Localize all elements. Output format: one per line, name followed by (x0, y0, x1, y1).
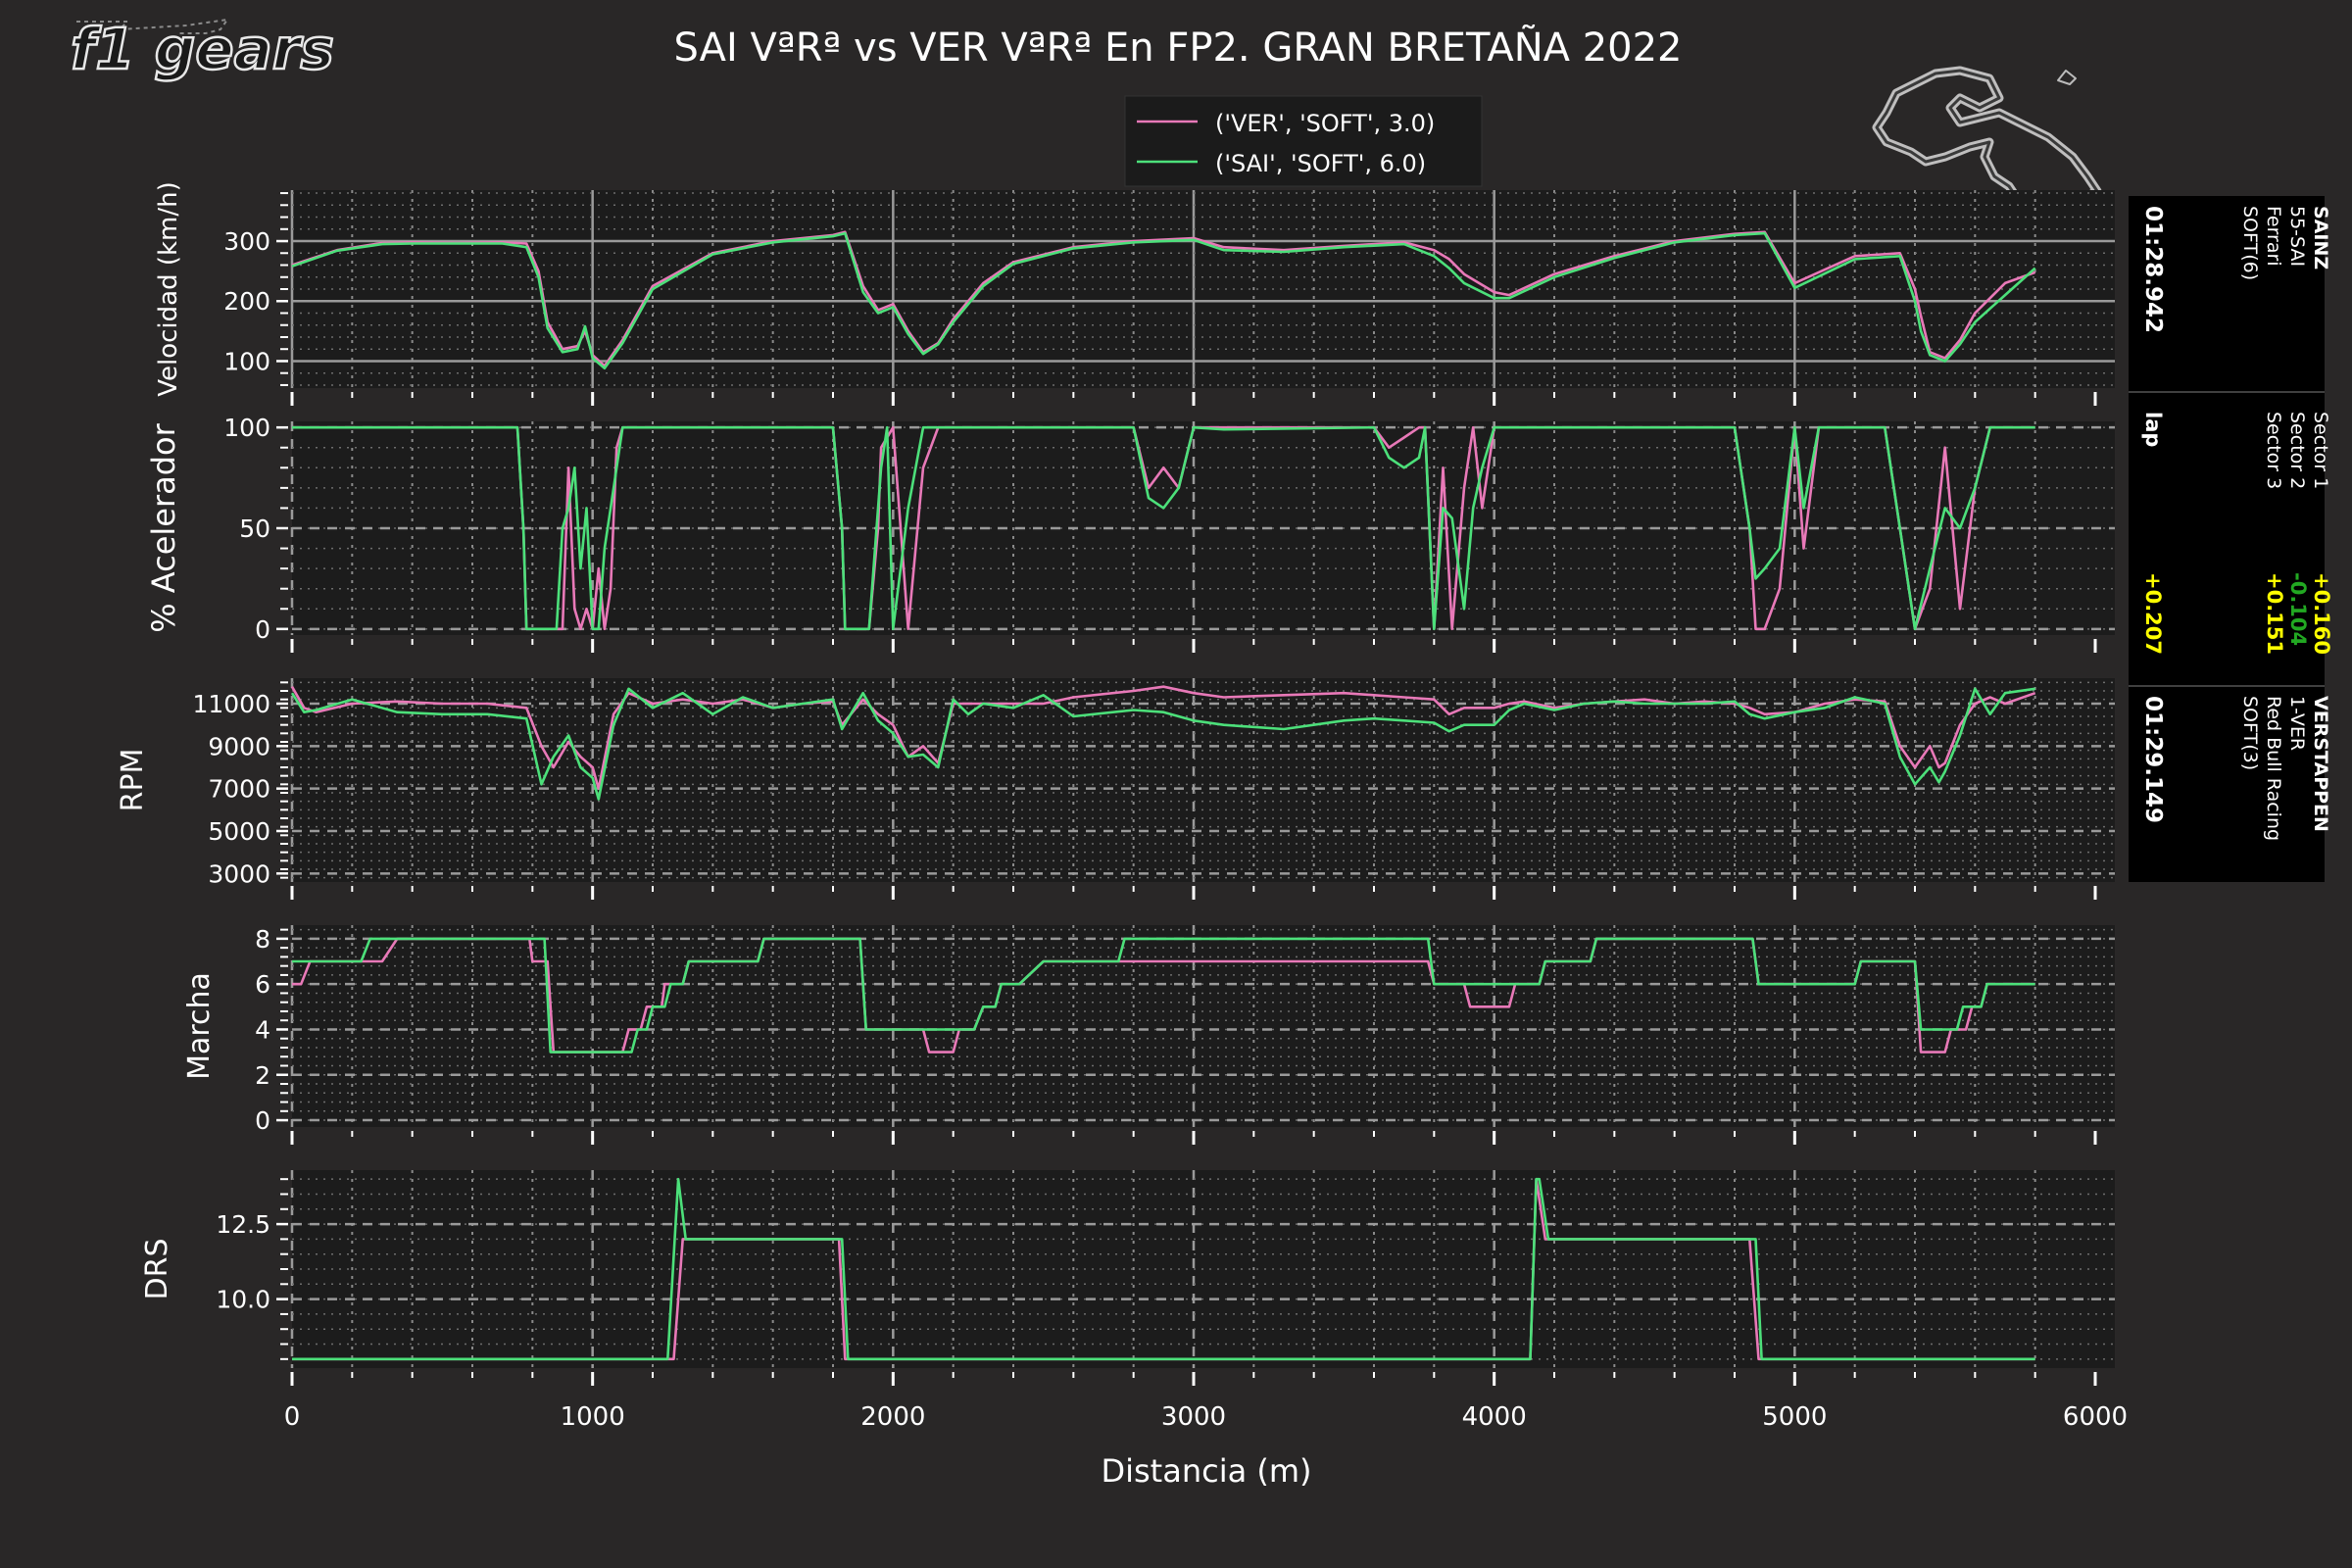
panel-marcha: 0 2 4 6 8 Marcha (182, 925, 2115, 1145)
x-tick-label: 3000 (1161, 1402, 1226, 1432)
legend: ('VER', 'SOFT', 3.0) ('SAI', 'SOFT', 6.0… (1124, 95, 1483, 187)
y-tick-label: 6 (255, 970, 270, 999)
sai-code: 55-SAI (2286, 206, 2308, 267)
panel-acelerador: 0 50 100 % Acelerador (145, 414, 2115, 653)
lap-label: lap (2141, 412, 2165, 447)
panel-background (292, 925, 2115, 1127)
y-tick-label: 2 (255, 1061, 270, 1090)
y-tick-label: 0 (255, 615, 270, 644)
ver-team: Red Bull Racing (2263, 696, 2284, 841)
series-line-sai (291, 231, 2036, 370)
sector-2-label: Sector 2 (2286, 412, 2308, 489)
x-tick-label: 4000 (1462, 1402, 1527, 1432)
sai-tyre: SOFT(6) (2239, 206, 2261, 280)
y-axis-label: Marcha (182, 972, 217, 1080)
ver-code: 1-VER (2286, 696, 2308, 751)
sector-3-label: Sector 3 (2263, 412, 2284, 489)
legend-label-ver: ('VER', 'SOFT', 3.0) (1215, 110, 1435, 137)
y-tick-label: 100 (223, 347, 270, 375)
legend-box (1124, 95, 1483, 187)
y-tick-label: 9000 (208, 732, 270, 760)
sector-3-delta: +0.151 (2263, 572, 2286, 655)
series-line-sai (292, 1177, 2035, 1361)
y-tick-label: 4 (255, 1015, 270, 1044)
sector-2-delta: -0.104 (2286, 572, 2310, 646)
y-tick-label: 50 (239, 514, 270, 543)
ver-tyre: SOFT(3) (2239, 696, 2261, 770)
chart-title: SAI VªRª vs VER VªRª En FP2. GRAN BRETAÑ… (673, 24, 1682, 71)
series-line-ver (291, 230, 2036, 368)
y-tick-label: 10.0 (216, 1286, 270, 1314)
x-tick-label: 6000 (2063, 1402, 2128, 1432)
panel-velocidad-km-h: 100 200 300 Velocidad (km/h) (154, 181, 2115, 406)
y-tick-label: 12.5 (216, 1210, 270, 1239)
series-line-ver (290, 685, 2036, 791)
legend-label-sai: ('SAI', 'SOFT', 6.0) (1215, 150, 1426, 177)
sai-team: Ferrari (2263, 206, 2284, 267)
sector-1-delta: +0.160 (2310, 572, 2333, 655)
lap-delta: +0.207 (2141, 572, 2165, 655)
y-tick-label: 11000 (192, 690, 270, 718)
series-line-sai (292, 425, 2035, 631)
y-tick-label: 7000 (208, 775, 270, 804)
sai-laptime: 01:28.942 (2140, 206, 2166, 333)
y-axis-label: RPM (116, 749, 150, 812)
y-tick-label: 300 (223, 227, 270, 256)
sai-lastname: SAINZ (2310, 206, 2331, 270)
ver-laptime: 01:29.149 (2140, 696, 2166, 823)
logo-text: f1 gears (71, 16, 334, 82)
y-tick-label: 3000 (208, 859, 270, 888)
panel-background (292, 678, 2115, 882)
panel-rpm: 3000 5000 7000 9000 11000 RPM (116, 678, 2115, 900)
x-tick-label: 5000 (1762, 1402, 1827, 1432)
series-line-sai (290, 687, 2035, 801)
y-axis-label: DRS (140, 1239, 174, 1300)
y-axis-label: Velocidad (km/h) (154, 181, 183, 397)
y-tick-label: 0 (255, 1106, 270, 1135)
y-tick-label: 200 (223, 287, 270, 316)
infobox-background (2129, 196, 2325, 882)
ver-lastname: VERSTAPPEN (2310, 696, 2331, 832)
panel-drs: 10.0 12.5 DRS (140, 1170, 2115, 1386)
y-tick-label: 100 (223, 414, 270, 442)
y-tick-label: 8 (255, 925, 270, 954)
y-axis-label: % Acelerador (145, 422, 182, 632)
sector-1-label: Sector 1 (2310, 412, 2331, 489)
x-tick-label: 0 (284, 1402, 301, 1432)
y-tick-label: 5000 (208, 817, 270, 846)
series-line-sai (292, 937, 2035, 1054)
x-tick-label: 1000 (561, 1402, 625, 1432)
x-tick-label: 2000 (860, 1402, 925, 1432)
logo: f1 gears (70, 15, 335, 84)
x-axis-label: Distancia (m) (1101, 1452, 1311, 1490)
lap-comparison-panel: SAINZ 55-SAI Ferrari SOFT(6) 01:28.942 S… (2129, 196, 2333, 882)
